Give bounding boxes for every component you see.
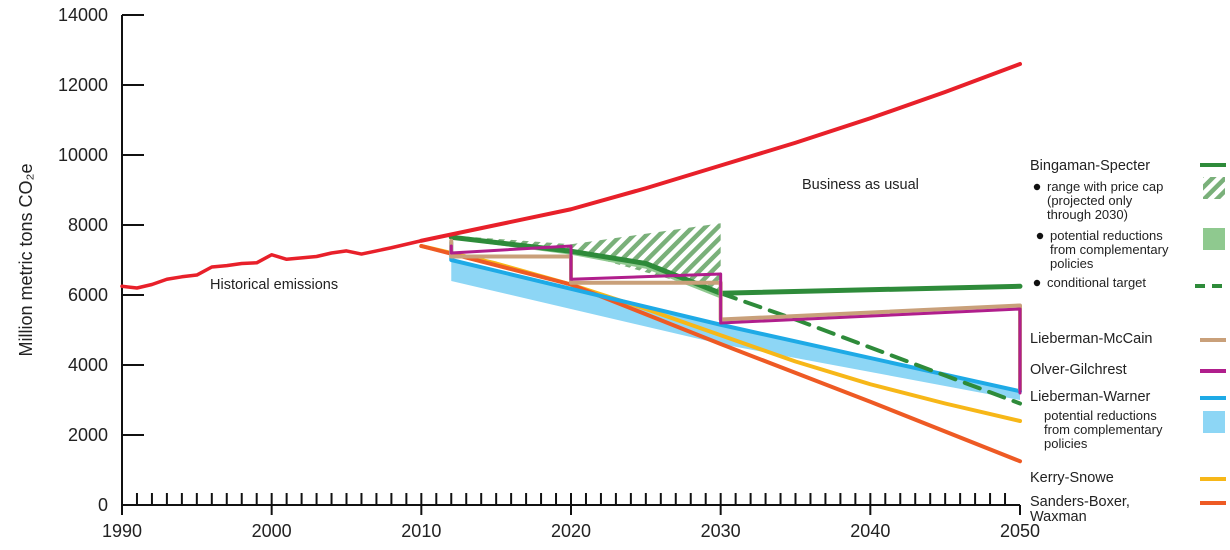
y-tick-label-4000: 4000: [68, 355, 108, 375]
legend-label-conditional: conditional target: [1047, 275, 1146, 290]
legend-label-bing-comp-2: from complementary: [1050, 242, 1169, 257]
legend-label-bingaman: Bingaman-Specter: [1030, 158, 1150, 174]
legend-label-warner-comp-3: policies: [1044, 436, 1088, 451]
legend-label-sanders-1: Sanders-Boxer,: [1030, 494, 1130, 510]
legend-label-mccain: Lieberman-McCain: [1030, 331, 1153, 347]
legend-label-sanders-2: Waxman: [1030, 509, 1087, 525]
y-tick-label-8000: 8000: [68, 215, 108, 235]
legend-label-price-cap-1: range with price cap: [1047, 179, 1163, 194]
x-tick-label-2010: 2010: [401, 521, 441, 541]
x-tick-label-2050: 2050: [1000, 521, 1040, 541]
legend-label-bing-comp-3: policies: [1050, 256, 1094, 271]
series-line-olver: [449, 244, 1022, 395]
band-price-cap: [451, 223, 721, 294]
legend-swatch-bingaman-complementary: [1203, 228, 1225, 250]
x-tick-label-2000: 2000: [252, 521, 292, 541]
legend-label-warner-comp-1: potential reductions: [1044, 408, 1157, 423]
y-tick-label-0: 0: [98, 495, 108, 515]
legend-label-bing-comp-1: potential reductions: [1050, 228, 1163, 243]
y-tick-label-10000: 10000: [58, 145, 108, 165]
x-tick-label-1990: 1990: [102, 521, 142, 541]
series-line-mccain: [449, 238, 1022, 392]
legend-swatch-price-cap: [1203, 177, 1225, 199]
y-tick-label-2000: 2000: [68, 425, 108, 445]
legend: Bingaman-Specter range with price cap (p…: [1030, 158, 1226, 525]
y-tick-label-6000: 6000: [68, 285, 108, 305]
series-line-conditional: [718, 291, 1022, 406]
legend-bullet-price-cap: [1033, 183, 1041, 191]
annotation-business-as-usual: Business as usual: [802, 177, 919, 193]
legend-label-olver: Olver-Gilchrest: [1030, 362, 1127, 378]
series-line-bingaman: [448, 234, 1023, 296]
series-layer: [120, 62, 1023, 464]
y-tick-label-12000: 12000: [58, 75, 108, 95]
x-tick-label-2020: 2020: [551, 521, 591, 541]
series-line-bau: [419, 62, 1022, 243]
legend-label-price-cap-3: through 2030): [1047, 207, 1128, 222]
axes-layer: 0 2000 4000 6000 8000 10000 12000 14000 1990 2000…: [58, 5, 1040, 541]
legend-bullet-conditional: [1033, 279, 1041, 287]
legend-label-kerry: Kerry-Snowe: [1030, 470, 1114, 486]
x-tick-label-2030: 2030: [701, 521, 741, 541]
y-tick-label-14000: 14000: [58, 5, 108, 25]
legend-bullet-bingaman-complementary: [1036, 232, 1044, 240]
legend-label-warner: Lieberman-Warner: [1030, 389, 1151, 405]
series-line-historical: [120, 239, 424, 290]
y-axis-label: Million metric tons CO₂e: [16, 163, 36, 356]
annotation-historical: Historical emissions: [210, 277, 338, 293]
series-line-sanders: [419, 244, 1022, 464]
legend-label-warner-comp-2: from complementary: [1044, 422, 1163, 437]
legend-label-price-cap-2: (projected only: [1047, 193, 1133, 208]
x-tick-label-2040: 2040: [850, 521, 890, 541]
legend-swatch-warner-complementary: [1203, 411, 1225, 433]
